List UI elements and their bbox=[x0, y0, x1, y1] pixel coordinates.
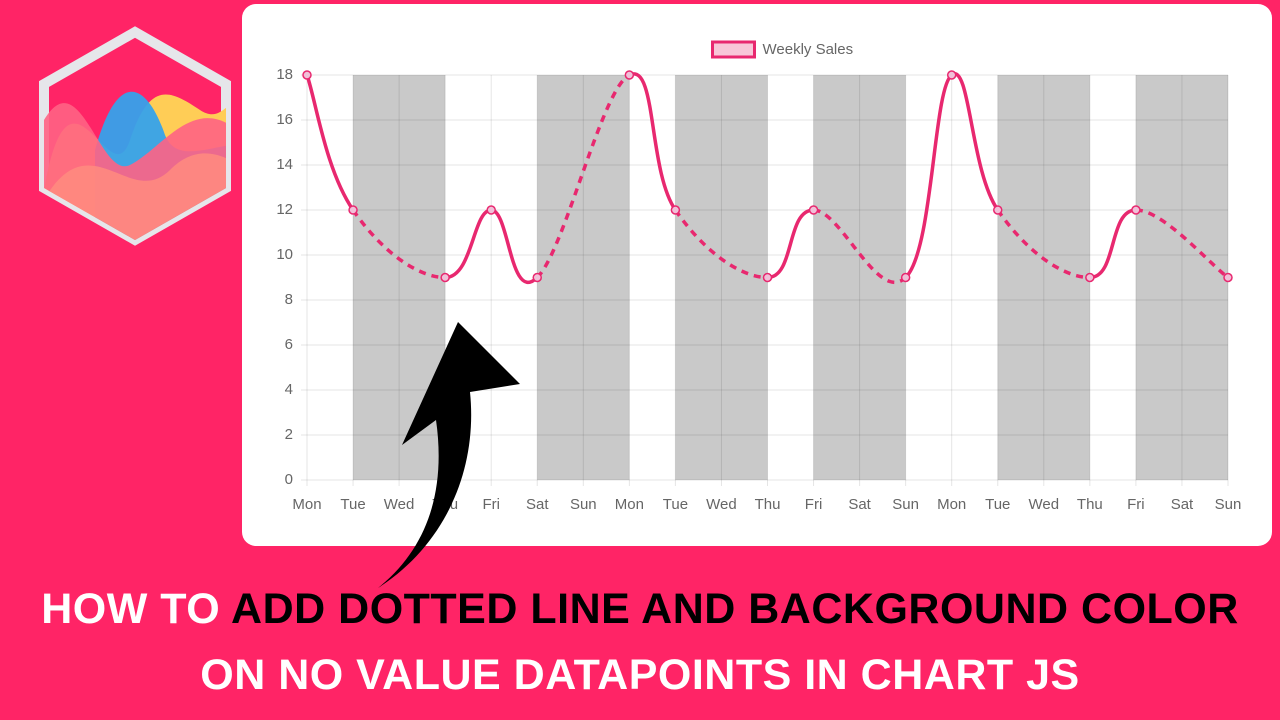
x-tick-label: Wed bbox=[706, 496, 737, 513]
x-tick-label: Sun bbox=[892, 496, 919, 513]
headline-part: ADD DOTTED LINE AND BACKGROUND COLOR bbox=[231, 585, 1239, 633]
gap-band bbox=[675, 75, 768, 480]
y-tick-label: 4 bbox=[285, 381, 293, 398]
x-tick-label: Fri bbox=[805, 496, 823, 513]
headline: HOW TO ADD DOTTED LINE AND BACKGROUND CO… bbox=[40, 576, 1240, 708]
headline-part: HOW TO bbox=[41, 585, 221, 633]
line-segment bbox=[444, 208, 492, 280]
x-tick-label: Sat bbox=[1171, 496, 1194, 513]
x-tick-label: Wed bbox=[384, 496, 415, 513]
line-segment bbox=[950, 72, 1000, 211]
headline-part: ON NO VALUE DATAPOINTS IN CHART JS bbox=[200, 651, 1080, 699]
x-tick-label: Thu bbox=[755, 496, 781, 513]
x-tick-label: Sat bbox=[526, 496, 549, 513]
x-tick-label: Thu bbox=[1077, 496, 1103, 513]
point bbox=[302, 70, 312, 80]
line-segment bbox=[767, 208, 814, 280]
y-tick-label: 10 bbox=[276, 246, 293, 263]
x-tick-label: Tue bbox=[340, 496, 365, 513]
x-tick-label: Tue bbox=[663, 496, 688, 513]
gap-band bbox=[997, 75, 1090, 480]
point bbox=[486, 205, 496, 215]
point bbox=[993, 205, 1003, 215]
gap-line-segment bbox=[996, 209, 1090, 280]
y-tick-label: 14 bbox=[276, 156, 293, 173]
point bbox=[670, 205, 681, 215]
point bbox=[946, 70, 957, 80]
gap-band bbox=[537, 75, 630, 480]
x-tick-label: Mon bbox=[292, 496, 321, 513]
line-segment bbox=[904, 73, 954, 279]
gap-line-segment bbox=[1135, 208, 1230, 279]
x-tick-label: Thu bbox=[432, 496, 458, 513]
y-tick-label: 6 bbox=[285, 336, 293, 353]
x-tick-label: Fri bbox=[482, 496, 500, 513]
chartjs-logo bbox=[39, 26, 231, 246]
line-segment bbox=[490, 208, 539, 284]
x-tick-label: Tue bbox=[985, 496, 1010, 513]
legend-label: Weekly Sales bbox=[763, 41, 854, 58]
point bbox=[900, 272, 911, 283]
x-tick-label: Sun bbox=[1215, 496, 1242, 513]
point bbox=[808, 205, 819, 215]
point bbox=[624, 70, 635, 80]
y-tick-label: 18 bbox=[276, 66, 293, 83]
point bbox=[1223, 272, 1233, 283]
y-tick-label: 8 bbox=[285, 291, 293, 308]
gap-line-segment bbox=[535, 73, 631, 279]
point bbox=[1085, 272, 1095, 283]
point bbox=[532, 272, 542, 283]
point bbox=[348, 205, 358, 215]
line-segment bbox=[305, 74, 355, 211]
gap-line-segment bbox=[673, 209, 768, 280]
legend-swatch bbox=[711, 40, 756, 59]
line-segment bbox=[1089, 208, 1137, 280]
line-segment bbox=[628, 72, 677, 211]
gap-line-segment bbox=[351, 209, 446, 280]
x-tick-label: Wed bbox=[1029, 496, 1060, 513]
gap-band bbox=[1135, 75, 1228, 480]
x-tick-label: Sat bbox=[848, 496, 871, 513]
y-tick-label: 0 bbox=[285, 471, 293, 488]
x-tick-label: Mon bbox=[937, 496, 966, 513]
y-tick-label: 12 bbox=[276, 201, 293, 218]
x-tick-label: Sun bbox=[570, 496, 597, 513]
gap-band bbox=[813, 75, 906, 480]
x-tick-label: Fri bbox=[1127, 496, 1145, 513]
x-tick-label: Mon bbox=[615, 496, 644, 513]
point bbox=[1131, 205, 1141, 215]
y-tick-label: 2 bbox=[285, 426, 293, 443]
point bbox=[762, 272, 773, 283]
point bbox=[440, 272, 450, 283]
y-tick-label: 16 bbox=[276, 111, 293, 128]
